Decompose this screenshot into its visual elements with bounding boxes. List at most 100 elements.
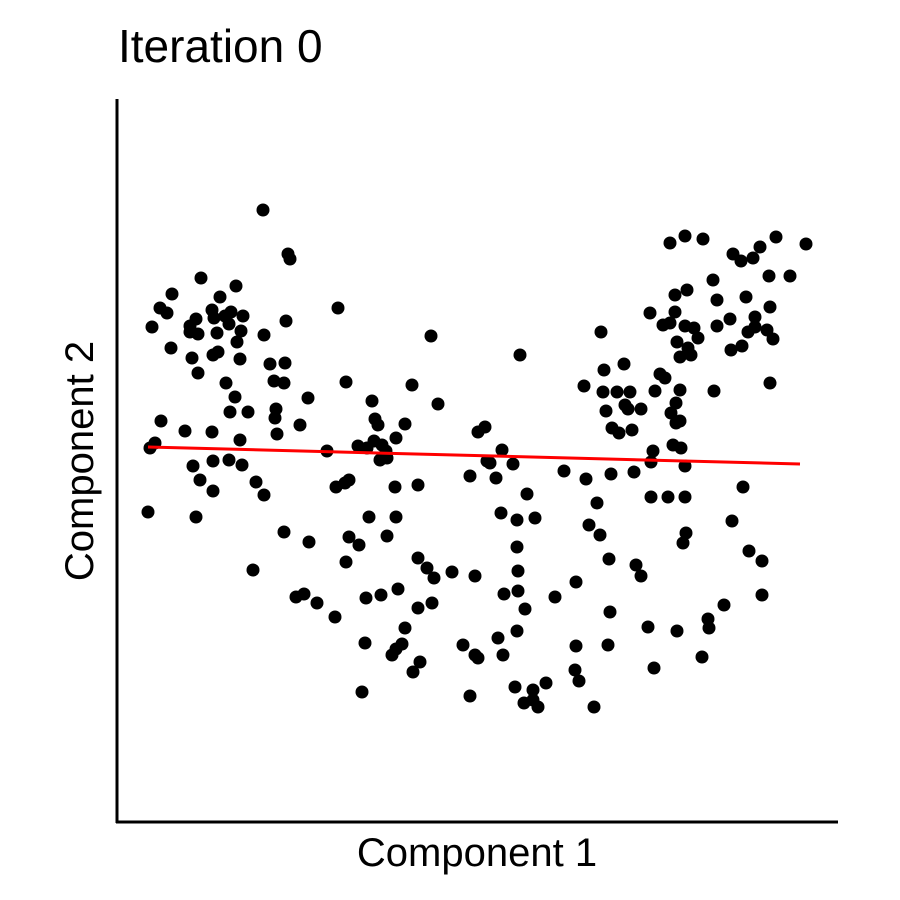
point [339, 555, 353, 569]
point [680, 283, 694, 297]
point [328, 610, 342, 624]
point [506, 457, 520, 471]
point [339, 375, 353, 389]
point [664, 406, 678, 420]
point [634, 569, 648, 583]
point [491, 631, 505, 645]
point [165, 287, 179, 301]
point [263, 357, 277, 371]
point [234, 324, 248, 338]
point [236, 309, 250, 323]
point [193, 473, 207, 487]
point [178, 424, 192, 438]
point [145, 320, 159, 334]
point [331, 301, 345, 315]
point [734, 254, 748, 268]
point [210, 326, 224, 340]
point [511, 584, 525, 598]
point [235, 458, 249, 472]
point [362, 510, 376, 524]
point [596, 385, 610, 399]
point [267, 374, 281, 388]
point [679, 526, 693, 540]
point [365, 394, 379, 408]
point [661, 490, 675, 504]
point [710, 319, 724, 333]
point [206, 454, 220, 468]
point [663, 236, 677, 250]
point [185, 351, 199, 365]
point [463, 469, 477, 483]
point [605, 421, 619, 435]
point [724, 343, 738, 357]
point [577, 379, 591, 393]
point [256, 203, 270, 217]
point [405, 378, 419, 392]
point [678, 229, 692, 243]
point [669, 396, 683, 410]
point [206, 484, 220, 498]
point [359, 591, 373, 605]
y-axis-label: Component 2 [58, 341, 102, 581]
point [741, 325, 755, 339]
point [510, 513, 524, 527]
point [395, 637, 409, 651]
point [602, 552, 616, 566]
point [471, 651, 485, 665]
point [249, 475, 263, 489]
point [233, 433, 247, 447]
point [297, 587, 311, 601]
point [610, 385, 624, 399]
point [425, 596, 439, 610]
point [391, 582, 405, 596]
point [670, 335, 684, 349]
point [601, 638, 615, 652]
point [494, 506, 508, 520]
point [205, 425, 219, 439]
point [160, 306, 174, 320]
point [141, 505, 155, 519]
point [406, 665, 420, 679]
point [257, 488, 271, 502]
point [277, 376, 291, 390]
point [755, 554, 769, 568]
point [618, 398, 632, 412]
point [293, 418, 307, 432]
point [468, 569, 482, 583]
point [223, 405, 237, 419]
point [427, 571, 441, 585]
point [186, 459, 200, 473]
point [463, 689, 477, 703]
point [569, 575, 583, 589]
point [367, 434, 381, 448]
point [228, 390, 242, 404]
point [508, 680, 522, 694]
point [398, 417, 412, 431]
point [380, 529, 394, 543]
point [211, 345, 225, 359]
point [511, 564, 525, 578]
point [342, 530, 356, 544]
point [431, 397, 445, 411]
point [678, 490, 692, 504]
point [646, 444, 660, 458]
point [213, 290, 227, 304]
point [590, 496, 604, 510]
point [670, 624, 684, 638]
point [736, 480, 750, 494]
point [748, 310, 762, 324]
point [398, 621, 412, 635]
point [374, 588, 388, 602]
point [355, 685, 369, 699]
point [278, 356, 292, 370]
point [268, 411, 282, 425]
point [219, 376, 233, 390]
point [518, 602, 532, 616]
point [594, 325, 608, 339]
point [568, 663, 582, 677]
point [358, 636, 372, 650]
point [691, 331, 705, 345]
point [513, 348, 527, 362]
point [342, 473, 356, 487]
